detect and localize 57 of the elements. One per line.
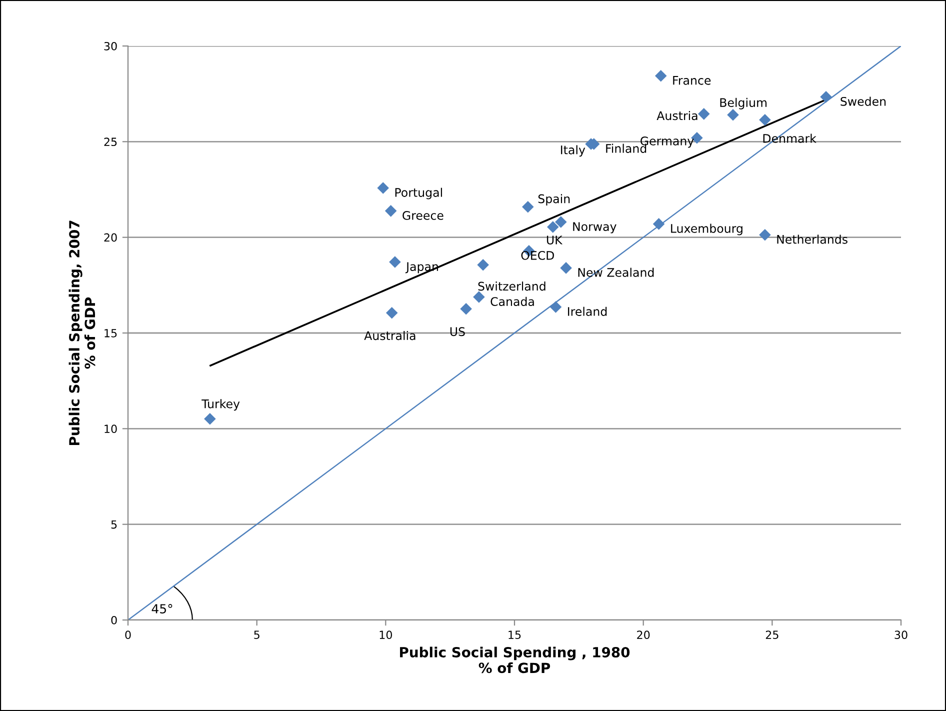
annotation: 45° [152,604,172,614]
x-tick-label: 0 [125,630,131,640]
point [820,91,832,103]
point [460,303,472,315]
point [386,307,398,319]
x-tick-label: 15 [508,630,521,640]
x-tick-label: 10 [380,630,392,640]
point [389,256,401,268]
y-tick-label: 0 [111,616,117,624]
point [550,301,562,313]
annotation: Japan [405,262,438,274]
x-axis-title: Public Social Spending , 1980 % of GDP [400,646,630,674]
x-tick-label: 20 [637,630,650,640]
point [759,114,771,126]
point [377,182,389,194]
y-axis-title: Public Social Spending, 2007 % of GDP [68,220,96,446]
x-tick-label: 30 [894,630,908,640]
annotation: Netherlands [777,234,848,244]
y-tick-label: 25 [104,138,117,146]
annotation: OECD [521,250,554,260]
annotation: Spain [538,194,570,206]
annotation: Greece [402,210,444,220]
x-tick-label: 5 [254,630,260,640]
point [727,108,739,121]
annotation: Turkey [202,399,240,411]
annotation: Australia [364,330,416,340]
annotation: UK [546,236,563,244]
annotation: Italy [561,145,586,157]
annotation: Portugal [395,188,442,200]
point [477,258,489,271]
annotation: Belgium [720,98,767,110]
annotation: Norway [573,222,616,234]
x-tick-label: 25 [766,630,778,640]
y-tick-label: 20 [104,233,117,242]
annotation: Sweden [840,96,886,106]
annotation: Switzerland [478,282,546,291]
point [654,70,667,82]
point [560,262,572,274]
annotation: Canada [490,296,534,306]
annotation: Ireland [568,306,607,316]
point [698,108,710,120]
annotation: Luxembourg [671,224,742,236]
point [384,205,397,217]
y-tick-label: 10 [104,424,117,434]
y-tick-label: 5 [111,520,117,529]
annotation: Austria [656,110,698,120]
point [522,201,534,213]
annotation: US [450,327,465,336]
y-tick-label: 15 [104,329,117,338]
point [652,218,665,230]
point [204,413,216,425]
annotation: France [673,76,711,85]
point [473,291,485,303]
point [759,228,771,241]
point [554,216,567,228]
point [547,221,559,233]
y-tick-label: 30 [104,42,117,50]
